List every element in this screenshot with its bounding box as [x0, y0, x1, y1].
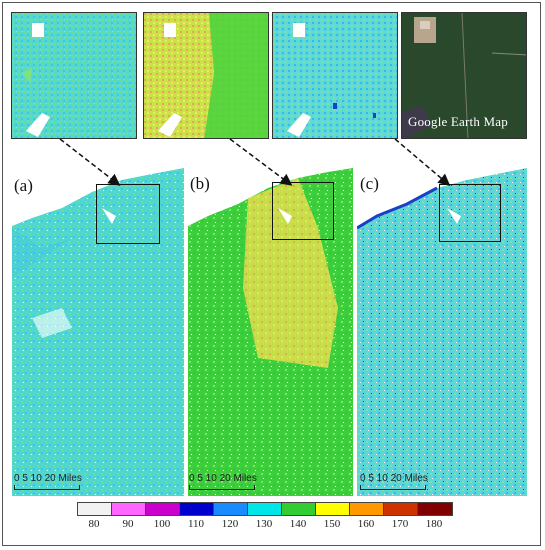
panel-b-scale-bar: 0 5 10 20 Miles — [189, 473, 257, 490]
google-earth-caption: Google Earth Map — [408, 114, 508, 129]
panel-c-scale-bar: 0 5 10 20 Miles — [360, 473, 428, 490]
panel-c-zoom-box — [439, 184, 501, 242]
legend-swatch — [112, 503, 146, 515]
panel-b-map — [188, 168, 353, 496]
legend-label: 150 — [323, 518, 341, 530]
legend-swatch — [146, 503, 180, 515]
inset-b-zoom — [143, 12, 269, 139]
inset-b-map — [144, 13, 268, 138]
color-legend — [77, 502, 453, 516]
panel-b-scale-line — [189, 485, 255, 490]
legend-label: 100 — [153, 518, 171, 530]
panel-a-raster — [12, 168, 184, 496]
legend-swatch — [384, 503, 418, 515]
legend-swatch — [282, 503, 316, 515]
panel-c-label: (c) — [360, 174, 379, 193]
legend-swatch — [180, 503, 214, 515]
legend-label: 170 — [391, 518, 409, 530]
panel-c-scale-line — [360, 485, 426, 490]
inset-c-zoom — [272, 12, 398, 139]
legend-label: 90 — [122, 518, 134, 530]
panel-a-scale-line — [14, 485, 80, 490]
panel-a-label: (a) — [14, 176, 33, 195]
legend-label: 110 — [187, 518, 205, 530]
legend-swatch — [350, 503, 384, 515]
panel-c-raster — [357, 168, 527, 496]
google-earth-image — [402, 13, 526, 138]
legend-swatch — [248, 503, 282, 515]
inset-a-map — [12, 13, 136, 138]
legend-swatch — [316, 503, 350, 515]
legend-swatch — [78, 503, 112, 515]
panel-b-zoom-box — [272, 182, 334, 240]
legend-label: 120 — [221, 518, 239, 530]
panel-a-scale-bar: 0 5 10 20 Miles — [14, 473, 82, 490]
legend-label: 130 — [255, 518, 273, 530]
legend-label: 80 — [88, 518, 100, 530]
panel-b-raster — [188, 168, 353, 496]
legend-labels: 80 90 100 110 120 130 140 150 160 170 180 — [77, 518, 451, 534]
panel-a-scale-text: 0 5 10 20 Miles — [14, 473, 82, 484]
panel-a-zoom-box — [96, 184, 160, 244]
legend-label: 160 — [357, 518, 375, 530]
inset-a-zoom — [11, 12, 137, 139]
panel-c-scale-text: 0 5 10 20 Miles — [360, 473, 428, 484]
panel-c-map — [357, 168, 527, 496]
legend-label: 140 — [289, 518, 307, 530]
panel-b-scale-text: 0 5 10 20 Miles — [189, 473, 257, 484]
legend-swatch — [214, 503, 248, 515]
panel-a-map — [12, 168, 184, 496]
legend-label: 180 — [425, 518, 443, 530]
panel-b-label: (b) — [190, 174, 210, 193]
inset-c-map — [273, 13, 397, 138]
inset-google-earth: Google Earth Map — [401, 12, 527, 139]
legend-swatch — [418, 503, 452, 515]
figure-frame — [2, 2, 541, 546]
